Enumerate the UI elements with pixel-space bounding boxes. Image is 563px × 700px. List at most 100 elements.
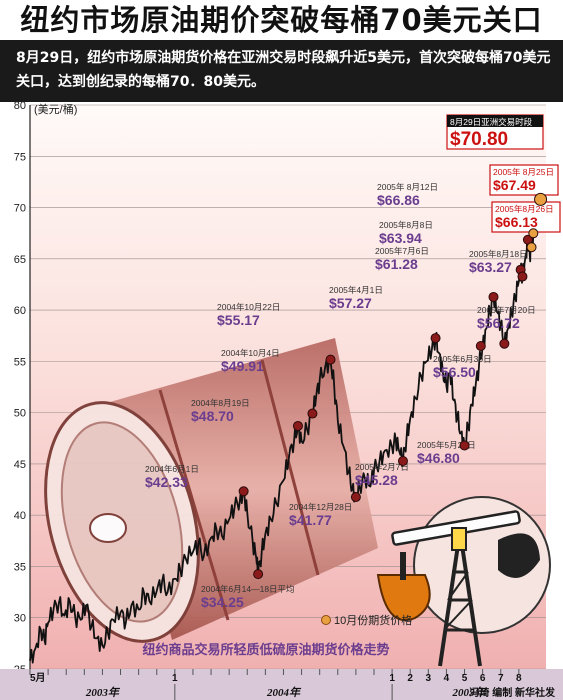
annotation-marker <box>253 569 264 580</box>
annotation-marker <box>499 338 510 349</box>
annotation-date: 2005年5月20日 <box>417 440 476 450</box>
headline: 纽约市场原油期价突破每桶70美元关口 <box>0 0 563 40</box>
annotation-date: 2005年8月18日 <box>469 249 528 259</box>
annotation-date: 2005年2月7日 <box>355 462 409 472</box>
annotation-date: 2005年7月20日 <box>477 305 536 315</box>
annotation-date: 2004年12月28日 <box>289 502 352 512</box>
annotation: 8月29日亚洲交易时段 $70.80 <box>446 114 548 206</box>
y-tick-label: 40 <box>14 510 26 522</box>
y-tick-label: 50 <box>14 408 26 420</box>
annotation: 2005年7月20日$56.72 <box>477 305 536 349</box>
annotation-value: $56.72 <box>477 315 520 331</box>
annotation: 2005年5月20日$46.80 <box>417 440 476 466</box>
y-tick-label: 60 <box>14 305 26 317</box>
annotation-box-header <box>447 115 543 127</box>
annotation-box <box>491 201 561 233</box>
annotation-value: $49.91 <box>221 358 264 374</box>
year-label: 2003年 <box>85 686 121 699</box>
annotation-value: $63.27 <box>469 259 512 275</box>
annotation: 2004年6月14—18日平均$34.25 <box>201 569 295 610</box>
annotation: 2005年7月6日$61.28 <box>375 246 499 302</box>
annotation-value: $55.17 <box>217 312 260 328</box>
legend-marker <box>321 615 331 625</box>
annotation-value: $63.94 <box>379 230 422 246</box>
annotation-marker <box>475 340 486 351</box>
annotation: 2005年6月30日$56.50 <box>433 340 492 380</box>
pumpjack-illustration <box>376 496 551 667</box>
year-band <box>0 684 563 700</box>
annotation-value: $42.33 <box>145 474 188 490</box>
annotation-value: $61.28 <box>375 256 418 272</box>
annotation: 2004年10月22日$55.17 <box>217 302 336 365</box>
y-tick-label: 30 <box>14 613 26 625</box>
month-label: 4 <box>444 673 450 684</box>
y-tick-label: 75 <box>14 151 26 163</box>
price-line <box>29 199 542 664</box>
annotation-date: 2005年8月26日 <box>495 204 554 214</box>
subhead-text: 8月29日，纽约市场原油期货价格在亚洲交易时段飙升近5美元，首次突破每桶70美元… <box>16 50 551 90</box>
annotation-value: $41.77 <box>289 512 332 528</box>
annotation-date: 2005年7月6日 <box>375 246 429 256</box>
annotation-marker <box>430 333 441 344</box>
annotation-value: $66.13 <box>495 214 538 230</box>
annotation: 2004年6月1日$42.33 <box>145 464 249 497</box>
legend: 10月份期货价格 <box>321 613 412 627</box>
annotation-date: 2005年6月30日 <box>433 354 492 364</box>
annotation: 2005年 8月25日$67.49 <box>489 164 559 239</box>
annotation-marker <box>397 456 408 467</box>
month-label: 3 <box>426 673 432 684</box>
y-tick-label: 65 <box>14 254 26 266</box>
annotation-value: $70.80 <box>450 129 508 150</box>
annotation-marker <box>459 440 470 451</box>
month-label: 5月 <box>30 672 46 684</box>
annotation-marker <box>325 354 336 365</box>
annotation-marker <box>517 271 528 282</box>
annotation: 2005年8月8日$63.94 <box>379 220 526 275</box>
annotation-value: $57.27 <box>329 295 372 311</box>
annotation: 2005年8月18日$63.27 <box>469 249 528 282</box>
annotation-date: 2004年10月4日 <box>221 348 280 358</box>
annotation-value: $67.49 <box>493 177 536 193</box>
axis-band <box>0 669 563 684</box>
annotation: 2004年8月19日$48.70 <box>191 398 303 431</box>
month-label: 1 <box>172 673 178 684</box>
credit: 冯琦 编制 新华社发 <box>469 686 556 699</box>
annotation-value: $34.25 <box>201 594 244 610</box>
annotation-marker <box>526 242 537 253</box>
month-label: 2 <box>407 673 413 684</box>
y-tick-label: 80 <box>14 100 26 112</box>
annotation-date: 2005年8月8日 <box>379 220 433 230</box>
annotation-value: $66.86 <box>377 192 420 208</box>
annotation-marker <box>534 192 548 206</box>
annotation-value: $56.50 <box>433 364 476 380</box>
month-label: 8 <box>516 673 522 684</box>
month-label: 5 <box>462 673 468 684</box>
y-axis-label: (美元/桶) <box>34 102 77 116</box>
annotation-value: $48.70 <box>191 408 234 424</box>
annotation-value: $46.80 <box>417 450 460 466</box>
annotation-date: 2004年6月1日 <box>145 464 199 474</box>
annotation-box <box>489 164 559 196</box>
annotation-marker <box>238 486 249 497</box>
year-label: 2005年 <box>452 686 488 699</box>
annotation: 2004年10月4日$49.91 <box>221 348 318 419</box>
annotation: 2004年12月28日$41.77 <box>289 492 361 528</box>
annotation-date: 2004年6月14—18日平均 <box>201 584 295 594</box>
y-tick-label: 35 <box>14 561 26 573</box>
annotation-marker <box>488 291 499 302</box>
annotation-date: 2004年10月22日 <box>217 302 280 312</box>
annotation: 2005年4月1日$57.27 <box>329 285 441 344</box>
legend-label: 10月份期货价格 <box>334 613 412 627</box>
annotation-date: 2005年 8月12日 <box>377 182 438 192</box>
annotation-marker <box>292 420 303 431</box>
annotation-date: 2004年8月19日 <box>191 398 250 408</box>
year-label: 2004年 <box>266 686 302 699</box>
chart-title: 纽约商品交易所轻质低硫原油期货价格走势 <box>142 642 389 657</box>
annotation-date: 8月29日亚洲交易时段 <box>450 117 533 127</box>
month-label: 1 <box>389 673 395 684</box>
y-tick-label: 45 <box>14 459 26 471</box>
annotation-value: $45.28 <box>355 472 398 488</box>
annotation-date: 2005年 8月25日 <box>493 167 554 177</box>
annotation: 2005年8月26日$66.13 <box>491 201 561 253</box>
